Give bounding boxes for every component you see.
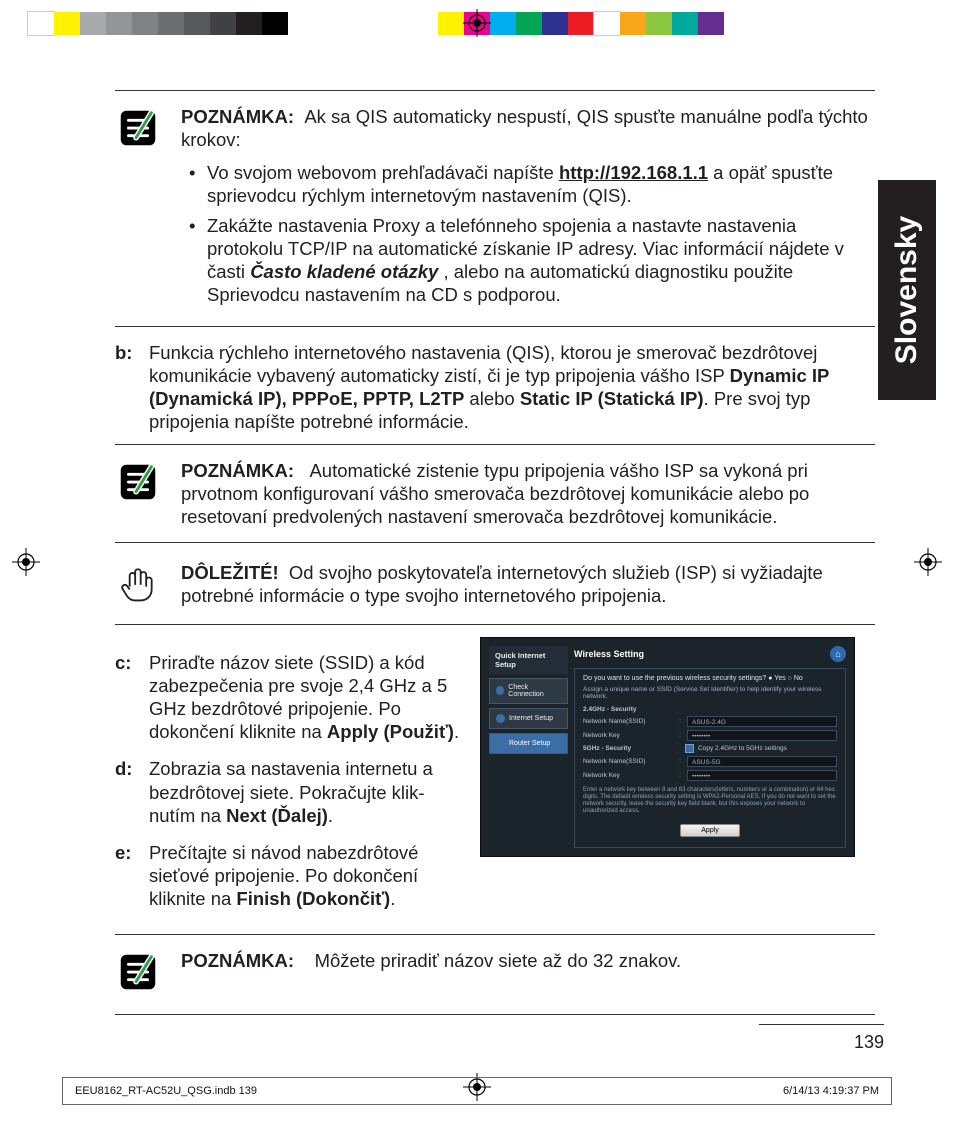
router-sidebar-item[interactable]: Router Setup: [489, 733, 568, 754]
page-number-rule: [759, 1024, 884, 1025]
note-block-3: POZNÁMKA: Môžete priradiť názov siete až…: [115, 935, 875, 1014]
step-d: d: Zobrazia sa nastavenia internetu a be…: [115, 757, 460, 826]
router-ui-screenshot: Quick Internet Setup Check Connection In…: [480, 637, 855, 857]
print-footer: EEU8162_RT-AC52U_QSG.indb 139 6/14/13 4:…: [62, 1077, 892, 1105]
registration-mark-icon: [12, 548, 40, 576]
note1-bullet-2: Zakážte nastavenia Proxy a telefónneho s…: [207, 214, 875, 307]
step-e: e: Prečítajte si návod nabezdrôtové sieť…: [115, 841, 460, 910]
note2-text: POZNÁMKA: Automatické zistenie typu prip…: [181, 459, 875, 528]
note-block-1: POZNÁMKA: Ak sa QIS automaticky nespustí…: [115, 91, 875, 326]
home-icon[interactable]: ⌂: [830, 646, 846, 662]
step-c: c: Priraďte názov siete (SSID) a kód zab…: [115, 651, 460, 744]
language-tab-label: Slovensky: [890, 216, 924, 364]
page-number: 139: [854, 1032, 884, 1053]
note1-text: POZNÁMKA: Ak sa QIS automaticky nespustí…: [181, 105, 875, 151]
note-icon: [115, 105, 165, 312]
hand-icon: [115, 561, 165, 610]
footer-left: EEU8162_RT-AC52U_QSG.indb 139: [75, 1085, 257, 1097]
router-sidebar-header: Quick Internet Setup: [489, 646, 568, 674]
note-block-2: POZNÁMKA: Automatické zistenie typu prip…: [115, 445, 875, 542]
apply-button[interactable]: Apply: [680, 824, 740, 837]
registration-mark-icon: [914, 548, 942, 576]
note-icon: [115, 459, 165, 528]
ssid-24-input[interactable]: ASUS-2.4G: [687, 716, 837, 727]
router-sidebar-item[interactable]: Internet Setup: [489, 708, 568, 729]
router-sidebar-item[interactable]: Check Connection: [489, 678, 568, 704]
router-sidebar: Quick Internet Setup Check Connection In…: [489, 646, 568, 848]
router-panel-title: Wireless Setting: [574, 649, 644, 659]
important-text: DÔLEŽITÉ! Od svojho poskytovateľa intern…: [181, 561, 875, 607]
copy-checkbox[interactable]: Copy 2.4GHz to 5GHz settings: [685, 744, 837, 753]
important-block: DÔLEŽITÉ! Od svojho poskytovateľa intern…: [115, 543, 875, 624]
router-subtext: Assign a unique name or SSID (Service Se…: [583, 686, 837, 700]
language-tab: Slovensky: [878, 180, 936, 400]
router-help-text: Enter a network key between 8 and 63 cha…: [583, 787, 837, 816]
step-b: b: Funkcia rýchleho internetového nastav…: [115, 341, 875, 434]
key-5-input[interactable]: ••••••••: [687, 770, 837, 781]
router-question: Do you want to use the previous wireless…: [583, 675, 837, 682]
note3-text: POZNÁMKA: Môžete priradiť názov siete až…: [181, 949, 875, 972]
registration-mark-icon: [463, 9, 491, 37]
key-24-input[interactable]: ••••••••: [687, 730, 837, 741]
note1-bullet-1: Vo svojom webovom prehľadávači napíšte h…: [207, 161, 875, 207]
ssid-5-input[interactable]: ASUS-5G: [687, 756, 837, 767]
note-icon: [115, 949, 165, 1000]
page-content: POZNÁMKA: Ak sa QIS automaticky nespustí…: [115, 90, 875, 1015]
footer-right: 6/14/13 4:19:37 PM: [783, 1085, 879, 1097]
